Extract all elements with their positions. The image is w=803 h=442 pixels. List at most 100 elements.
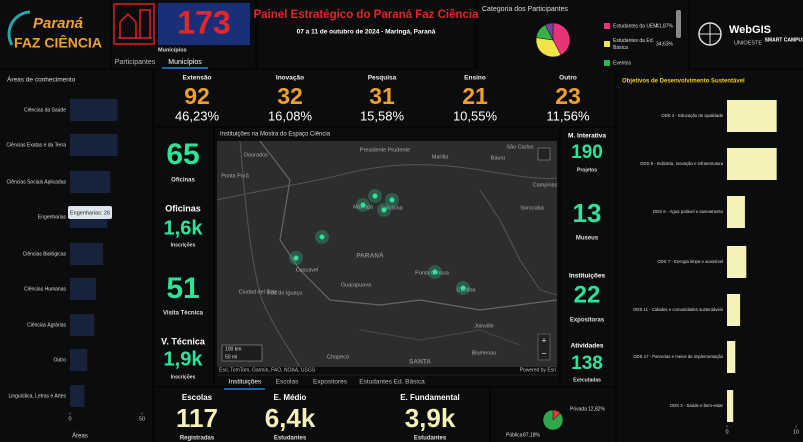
category-label: Ciências Humanas [24, 286, 66, 292]
institution-marker[interactable] [432, 269, 438, 275]
bar [727, 294, 741, 326]
category-label: Ciências da Saúde [24, 107, 66, 113]
stat-percent: 10,55% [453, 108, 498, 123]
tab[interactable]: Participantes [115, 59, 156, 66]
map [217, 141, 557, 367]
scrollbar[interactable] [676, 10, 681, 38]
place-label: Ponta Grossa [415, 270, 450, 276]
dashboard-subtitle: 07 a 11 de outubro de 2024 - Maringá, Pa… [297, 29, 436, 36]
legend-swatch [604, 41, 610, 47]
place-label: Guarapuava [341, 282, 372, 288]
legend-swatch [604, 60, 610, 66]
bar [70, 385, 85, 407]
map-border [216, 164, 558, 201]
logo-text: FAZ CIÊNCIA [14, 34, 102, 51]
axis-label: Áreas [72, 433, 88, 440]
map-tab[interactable]: Estudantes Ed. Básica [359, 379, 425, 386]
indicator-value: 117 [176, 403, 218, 433]
category-label: ODS 3 - Saúde e bem-estar [670, 403, 724, 408]
place-label: Presidente Prudente [360, 147, 410, 153]
partner-logo: WebGIS [729, 24, 771, 36]
bar [70, 278, 96, 300]
scale-label: 50 mi [225, 354, 237, 360]
category-label: ODS 17 - Parcerias e meios de implementa… [633, 354, 723, 359]
indicator-value: 190 [571, 142, 603, 163]
institution-marker[interactable] [360, 202, 366, 208]
indicator-value: 6,4k [265, 403, 316, 433]
stat-value: 21 [462, 83, 488, 109]
category-label: Linguística, Letras e Artes [8, 393, 66, 399]
municipios-label: Municípios [158, 47, 187, 53]
place-label: Foz do Iguaçu [268, 290, 303, 296]
scale-label: 100 km [225, 346, 241, 352]
indicator-value: 138 [571, 353, 603, 374]
place-label: Joinville [474, 323, 494, 329]
place-label: Chapecó [327, 354, 349, 360]
indicator-title: M. Interativa [568, 133, 606, 140]
tab[interactable]: Municípios [168, 59, 202, 66]
institution-marker[interactable] [293, 255, 299, 261]
indicator-label: Inscrições [171, 242, 196, 248]
pie-slice [542, 409, 564, 431]
bar [70, 99, 118, 121]
place-label: Marília [432, 154, 449, 160]
place-label: SANTA [409, 359, 431, 366]
map-border [479, 189, 558, 296]
map-collapse[interactable] [537, 147, 551, 161]
place-label: Curitiba [457, 287, 477, 293]
place-label: Sorocaba [520, 205, 544, 211]
indicator-label: Expositoras [570, 318, 605, 324]
zoom-in-icon[interactable]: + [541, 335, 546, 345]
stat-value: 31 [369, 83, 395, 109]
pie-slice [535, 37, 562, 58]
panel-title: Instituições na Mostra do Espaço Ciência [220, 132, 331, 138]
map-tab[interactable]: Expositores [313, 379, 348, 386]
panel-title: Objetivos de Desenvolvimento Sustentável [622, 79, 745, 85]
stat-label: Pesquisa [368, 75, 397, 82]
place-label: Londrina [381, 205, 403, 211]
bar [727, 100, 777, 132]
place-label: Ciudad del Este [239, 289, 278, 295]
indicator-title: Oficinas [165, 203, 201, 213]
pie-slice [552, 22, 571, 56]
stat-value: 92 [184, 83, 210, 109]
panel-title: Categoria dos Participantes [482, 6, 568, 13]
municipios-box [158, 3, 250, 45]
place-label: Bauru [491, 155, 506, 161]
indicator-title: E. Fundamental [400, 393, 460, 402]
map-zoom[interactable] [537, 333, 551, 361]
bar [70, 349, 88, 371]
institution-marker[interactable] [389, 197, 395, 203]
indicator-value: 65 [166, 138, 199, 171]
institution-marker[interactable] [460, 285, 466, 291]
bar [727, 390, 734, 422]
place-label: Ponta Porã [221, 173, 249, 179]
map-attribution: Esri, TomTom, Garmin, FAO, NOAA, USGS [219, 367, 316, 373]
indicator-value: 51 [166, 272, 199, 305]
stat-label: Outro [559, 75, 577, 82]
institution-marker[interactable] [381, 207, 387, 213]
indicator-label: Estudantes [274, 436, 307, 442]
indicator-value: 3,9k [405, 403, 456, 433]
municipios-value: 173 [177, 4, 230, 40]
zoom-out-icon[interactable]: − [541, 348, 546, 358]
place-label: Dourados [244, 152, 268, 158]
indicator-label: Executadas [573, 377, 601, 383]
map-tab[interactable]: Escolas [276, 379, 300, 386]
institution-marker[interactable] [372, 193, 378, 199]
stat-percent: 16,08% [268, 108, 313, 123]
category-label: Ciências Sociais Aplicadas [7, 179, 67, 185]
category-label: Ciências Exatas e da Terra [6, 142, 66, 148]
x-tick-label: 0 [68, 416, 71, 422]
map-tab[interactable]: Instituições [229, 379, 262, 386]
legend-label: Eventos [613, 60, 632, 66]
legend-label: Estudantes da Ed. Básica [613, 38, 654, 51]
pie-label: Pública [506, 432, 523, 438]
pie-label: Privada [570, 406, 587, 412]
bar [70, 134, 118, 156]
legend-label: Estudantes da UEM [613, 23, 657, 29]
category-label: Ciências Biológicas [23, 251, 67, 257]
institution-marker[interactable] [319, 234, 325, 240]
indicator-label: Estudantes [414, 436, 447, 442]
